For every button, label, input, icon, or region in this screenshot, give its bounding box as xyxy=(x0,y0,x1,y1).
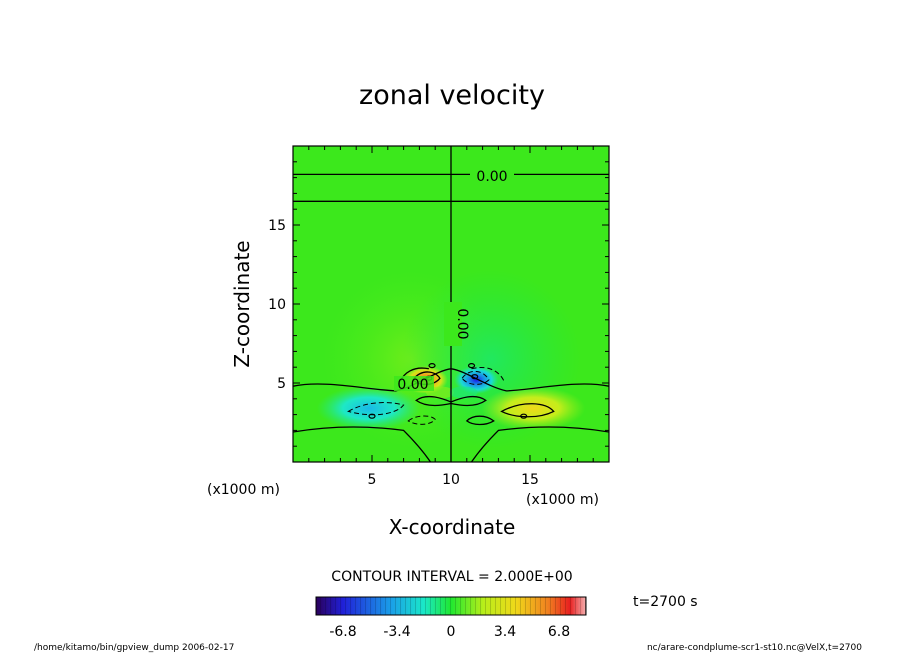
contour-label-top-text: 0.00 xyxy=(476,169,507,185)
contour-mid xyxy=(293,368,609,392)
colorbar-tick-label: 3.4 xyxy=(494,624,516,640)
y-tick-labels: 5 10 15 xyxy=(268,218,286,392)
colorbar-tick-label: -6.8 xyxy=(329,624,356,640)
contour-label-lower: 0.00 xyxy=(394,376,434,393)
contour-low-left xyxy=(293,426,432,462)
colorbar-ticks-overlay xyxy=(316,597,586,615)
x-tick-label: 10 xyxy=(442,472,460,488)
contour-low-right xyxy=(470,426,609,462)
contour-pos-right xyxy=(500,403,555,418)
colorbar-frame xyxy=(315,596,587,616)
x-tick-labels: 5 10 15 xyxy=(368,472,539,488)
time-label: t=2700 s xyxy=(633,594,698,610)
x-axis-label: X-coordinate xyxy=(389,515,516,539)
extremum-marker xyxy=(520,413,528,419)
inner-band-right xyxy=(449,386,478,399)
x-tick-label: 15 xyxy=(521,472,539,488)
contour-neg-core xyxy=(461,370,490,385)
contour-neg-outer xyxy=(471,367,506,384)
colorbar-tick-labels: -6.8 -3.4 0 3.4 6.8 xyxy=(329,624,570,640)
frame-ticks xyxy=(293,146,609,462)
chart-title: zonal velocity xyxy=(359,80,545,111)
colorbar-tick-label: -3.4 xyxy=(383,624,410,640)
footer-right: nc/arare-condplume-scr1-st10.nc@VelX,t=2… xyxy=(647,643,862,653)
contour-neg-small xyxy=(407,415,436,425)
positive-lobe-right xyxy=(481,386,586,431)
y-tick-label: 15 xyxy=(268,218,286,234)
x-tick-label: 5 xyxy=(368,472,377,488)
contour-label-lower-text: 0.00 xyxy=(397,377,428,393)
contour-inner-loop xyxy=(415,395,487,407)
y-tick-label: 5 xyxy=(277,376,286,392)
contour-label-top: 0.00 xyxy=(470,168,514,185)
y-axis-label: Z-coordinate xyxy=(230,240,254,367)
colorbar: -6.8 -3.4 0 3.4 6.8 xyxy=(315,596,587,640)
extremum-marker xyxy=(428,363,436,369)
colorbar-tick-label: 6.8 xyxy=(548,624,570,640)
y-tick-label: 10 xyxy=(268,297,286,313)
y-unit-label: (x1000 m) xyxy=(526,492,599,508)
contour-label-vertical: 0.00 xyxy=(444,302,470,346)
contour-lines xyxy=(293,146,609,462)
extremum-marker xyxy=(471,374,479,380)
contour-neg-left xyxy=(347,402,405,416)
contour-pos-small xyxy=(465,415,495,426)
x-unit-label: (x1000 m) xyxy=(207,482,280,498)
extremum-marker xyxy=(467,363,476,369)
negative-lobe-left xyxy=(316,386,421,431)
contour-interval-label: CONTOUR INTERVAL = 2.000E+00 xyxy=(331,569,572,585)
contour-label-vertical-text: 0.00 xyxy=(454,308,470,339)
colorbar-tick-label: 0 xyxy=(447,624,456,640)
extremum-marker xyxy=(368,413,376,419)
footer-left: /home/kitamo/bin/gpview_dump 2006-02-17 xyxy=(34,643,234,653)
